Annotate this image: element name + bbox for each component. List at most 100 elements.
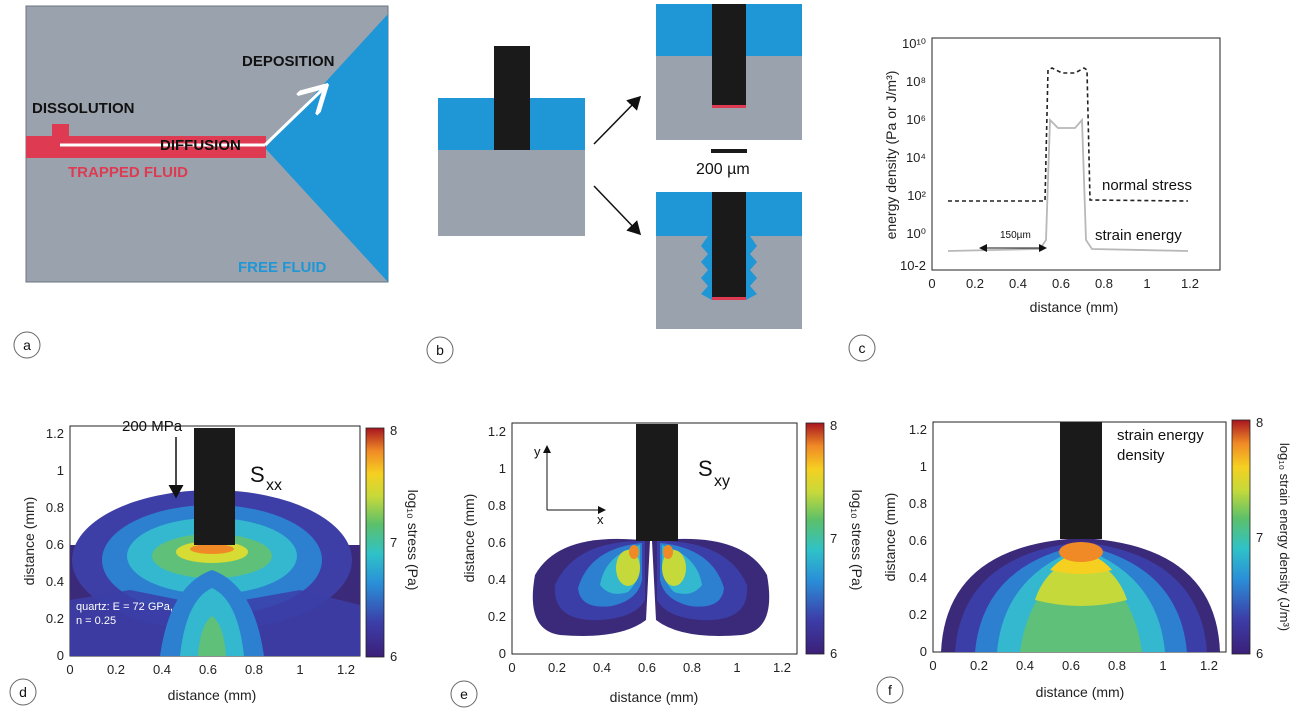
- y-tick: 1: [57, 463, 64, 478]
- x-tick: 1.2: [337, 662, 355, 677]
- colorbar-label: log₁₀ stress (Pa): [849, 490, 865, 591]
- colorbar: [805, 422, 825, 655]
- panel-letter-circle: [450, 680, 478, 708]
- x-tick-labels: 0 0.2 0.4 0.6 0.8 1 1.2: [928, 276, 1199, 291]
- stress-subscript: xx: [266, 477, 282, 494]
- contour-band: [198, 616, 226, 656]
- x-axis-label: distance (mm): [168, 687, 257, 703]
- contour-band: [1050, 552, 1112, 574]
- y-tick: 0.4: [909, 570, 927, 585]
- y-tick: 1.2: [488, 424, 506, 439]
- y-tick: 0: [920, 644, 927, 659]
- dissolution-label: DISSOLUTION: [32, 100, 135, 117]
- x-tick: 0.4: [1016, 658, 1034, 673]
- colorbar-tick: 7: [1256, 530, 1263, 545]
- x-tick: 0: [928, 276, 935, 291]
- colorbar-tick: 7: [830, 531, 837, 546]
- panel-letter-circle: [13, 331, 41, 359]
- y-tick-labels: 0 0.2 0.4 0.6 0.8 1 1.2: [488, 424, 506, 661]
- panel-a: DISSOLUTION DIFFUSION DEPOSITION TRAPPED…: [25, 5, 389, 283]
- y-tick: 0.8: [46, 500, 64, 515]
- colorbar: [1231, 419, 1251, 655]
- x-tick: 0.6: [199, 662, 217, 677]
- panel-letter-b: b: [436, 342, 444, 358]
- panel-letter-circle: [876, 676, 904, 704]
- panel-d: 200 MPa S xx quartz: E = 72 GPa, n = 0.2…: [21, 418, 421, 703]
- x-tick: 0.4: [593, 660, 611, 675]
- y-tick: 10⁶: [906, 112, 926, 127]
- colorbar-tick: 8: [1256, 415, 1263, 430]
- y-tick: 10²: [907, 188, 926, 203]
- x-tick: 0.2: [970, 658, 988, 673]
- y-tick: 1.2: [46, 426, 64, 441]
- normal-stress-label: normal stress: [1102, 177, 1192, 194]
- x-tick: 0.8: [683, 660, 701, 675]
- colorbar-tick: 6: [1256, 646, 1263, 661]
- y-axis-label: distance (mm): [21, 497, 37, 586]
- x-tick: 1: [296, 662, 303, 677]
- scale-bar-label: 200 µm: [696, 161, 750, 178]
- y-tick: 0.4: [488, 572, 506, 587]
- scale-bar: [711, 149, 747, 153]
- x-axis-label: distance (mm): [610, 689, 699, 705]
- panel-letter-circle: [9, 678, 37, 706]
- y-tick: 0: [57, 648, 64, 663]
- panel-b: 200 µm: [438, 4, 802, 329]
- y-tick: 10⁰: [906, 226, 926, 241]
- colorbar-tick: 7: [390, 535, 397, 550]
- x-tick: 0.6: [638, 660, 656, 675]
- y-tick: 1.2: [909, 422, 927, 437]
- x-tick: 0.2: [548, 660, 566, 675]
- dissolution-rim-left: [701, 236, 712, 300]
- y-tick: 10-2: [900, 258, 926, 273]
- panel-f: strain energy density 0 0.2 0.4 0.6 0.8 …: [882, 415, 1292, 700]
- x-tick-labels: 0 0.2 0.4 0.6 0.8 1 1.2: [66, 662, 355, 677]
- stress-symbol: S: [698, 456, 713, 481]
- y-axis-label: energy density (Pa or J/m³): [883, 71, 899, 240]
- colorbar-tick: 8: [390, 423, 397, 438]
- indenter-initial: [494, 46, 530, 150]
- trapped-fluid-label: TRAPPED FLUID: [68, 164, 188, 181]
- x-tick: 1: [1143, 276, 1150, 291]
- panel-letter-f: f: [888, 682, 892, 698]
- contour-band: [629, 545, 639, 559]
- y-tick: 0.6: [488, 535, 506, 550]
- y-tick: 0.8: [909, 496, 927, 511]
- contour-band: [663, 545, 673, 559]
- contact-fluid-top: [712, 105, 746, 108]
- y-tick: 0.6: [909, 533, 927, 548]
- panel-letters: a b c d e f: [9, 331, 904, 708]
- arrow-to-top-state: [593, 95, 642, 145]
- stress-subscript: xy: [714, 473, 730, 490]
- y-tick: 0: [499, 646, 506, 661]
- y-tick: 10¹⁰: [902, 36, 926, 51]
- x-axis-label: distance (mm): [1036, 684, 1125, 700]
- arrow-to-bottom-state: [593, 185, 642, 236]
- panel-letter-d: d: [19, 684, 27, 700]
- panel-title-line2: density: [1117, 447, 1165, 464]
- x-tick: 1.2: [773, 660, 791, 675]
- x-tick: 1.2: [1181, 276, 1199, 291]
- deposition-arrow: [263, 88, 324, 147]
- y-tick: 0.8: [488, 498, 506, 513]
- indenter: [636, 424, 678, 541]
- y-tick: 0.6: [46, 537, 64, 552]
- indenter: [1060, 422, 1102, 539]
- panel-title-line1: strain energy: [1117, 427, 1204, 444]
- x-tick: 0.6: [1062, 658, 1080, 673]
- x-direction-label: x: [597, 512, 604, 527]
- x-axis-label: distance (mm): [1030, 299, 1119, 315]
- contact-fluid-bottom: [712, 297, 746, 300]
- panel-letter-e: e: [460, 686, 468, 702]
- y-tick-labels: 0 0.2 0.4 0.6 0.8 1 1.2: [46, 426, 64, 663]
- load-label: 200 MPa: [122, 418, 183, 435]
- y-tick: 0.2: [488, 609, 506, 624]
- x-tick: 0.8: [1095, 276, 1113, 291]
- dissolution-rim-right: [746, 236, 757, 300]
- solid-initial: [438, 150, 585, 236]
- y-tick-labels: 0 0.2 0.4 0.6 0.8 1 1.2: [909, 422, 927, 659]
- x-tick: 0.2: [107, 662, 125, 677]
- x-tick: 1.2: [1200, 658, 1218, 673]
- x-tick: 0.2: [966, 276, 984, 291]
